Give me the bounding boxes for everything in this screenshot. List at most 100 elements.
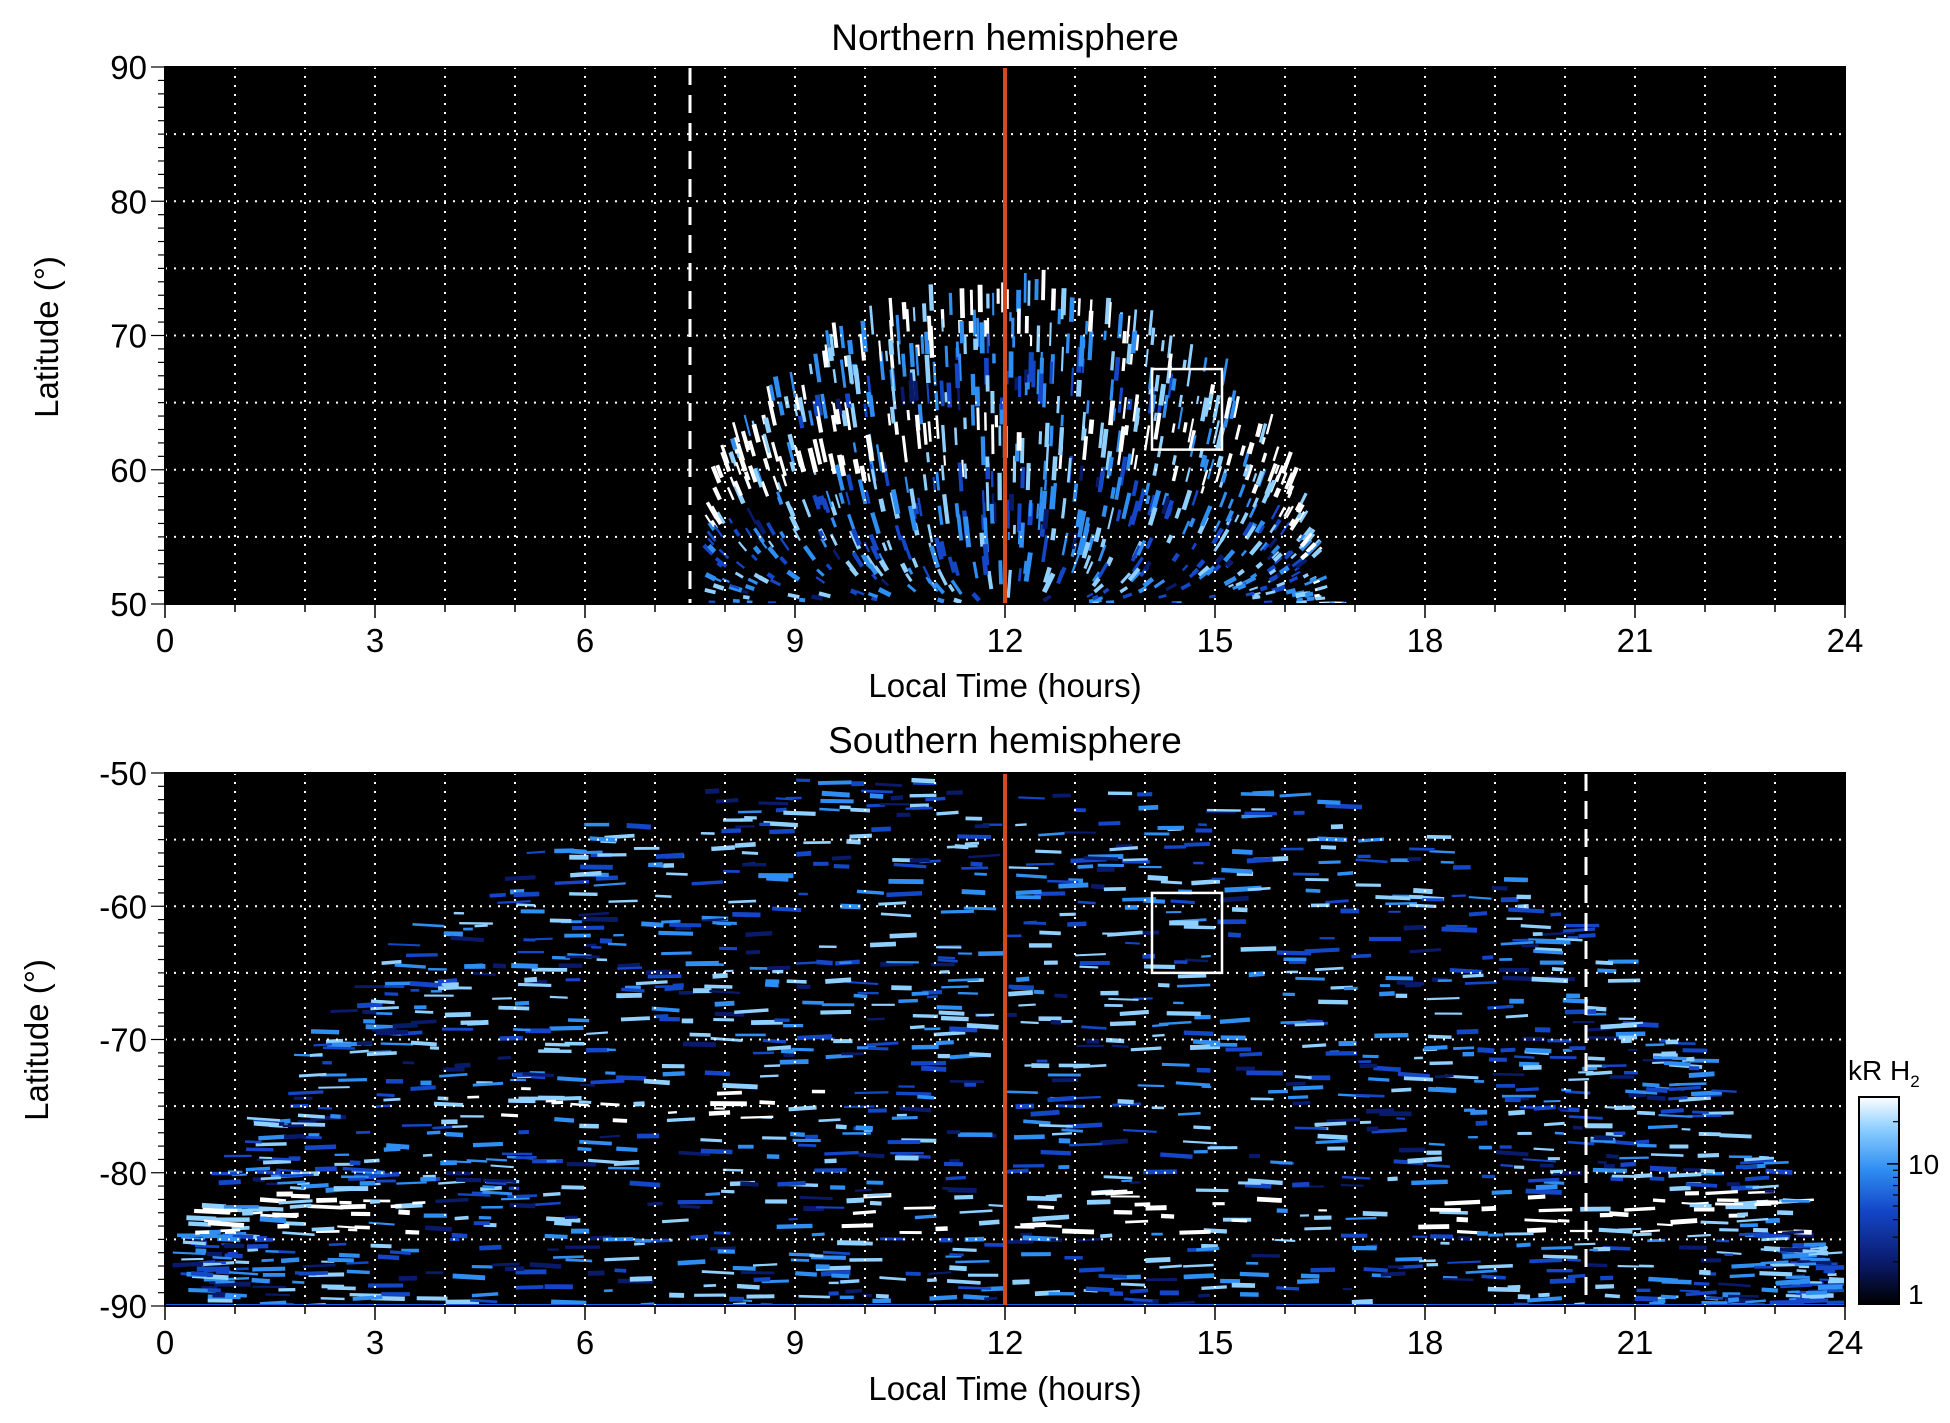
emission-streak: [1337, 871, 1354, 876]
emission-streak: [1219, 1017, 1251, 1024]
emission-streak: [1487, 1286, 1520, 1293]
emission-streak: [1245, 591, 1255, 597]
emission-streak: [1117, 313, 1124, 339]
emission-streak: [366, 1051, 397, 1057]
emission-streak: [917, 497, 923, 517]
emission-streak: [412, 923, 445, 928]
emission-streak: [1604, 1293, 1621, 1299]
emission-streak: [957, 834, 992, 840]
emission-streak: [836, 454, 847, 477]
emission-streak: [1198, 447, 1204, 458]
emission-streak: [554, 1116, 575, 1123]
emission-streak: [228, 1231, 247, 1236]
emission-streak: [1294, 1075, 1312, 1080]
emission-streak: [1444, 1199, 1481, 1206]
emission-streak: [554, 880, 590, 885]
emission-streak: [750, 554, 758, 562]
south-ylabel: Latitude (°): [18, 959, 55, 1121]
emission-streak: [856, 889, 885, 895]
emission-streak: [1072, 483, 1079, 502]
emission-streak: [1634, 1295, 1658, 1302]
emission-streak: [1020, 1222, 1047, 1228]
emission-streak: [1127, 515, 1134, 527]
emission-streak: [1087, 331, 1094, 361]
emission-streak: [1082, 435, 1089, 460]
emission-streak: [1267, 462, 1278, 483]
emission-streak: [855, 1188, 872, 1193]
emission-streak: [338, 1252, 360, 1258]
emission-streak: [507, 1194, 538, 1198]
emission-streak: [819, 807, 840, 812]
emission-streak: [182, 1240, 206, 1246]
emission-streak: [365, 1024, 395, 1030]
emission-streak: [392, 1022, 418, 1029]
emission-streak: [1025, 463, 1031, 491]
emission-streak: [1091, 1189, 1128, 1196]
colorbar-tick-label: 10: [1908, 1149, 1939, 1180]
emission-streak: [1212, 563, 1222, 573]
emission-streak: [370, 1243, 392, 1249]
emission-streak: [1697, 1152, 1720, 1158]
emission-streak: [704, 588, 716, 595]
emission-streak: [1254, 519, 1266, 534]
emission-streak: [792, 527, 801, 541]
emission-streak: [720, 451, 732, 473]
emission-streak: [595, 875, 618, 881]
emission-streak: [893, 421, 900, 435]
emission-streak: [1314, 966, 1344, 972]
emission-streak: [186, 1215, 217, 1222]
emission-streak: [801, 384, 807, 400]
emission-streak: [409, 981, 442, 988]
emission-streak: [1561, 1088, 1572, 1092]
emission-streak: [747, 440, 756, 457]
emission-streak: [769, 828, 795, 835]
emission-streak: [1761, 1236, 1789, 1242]
emission-streak: [328, 1242, 347, 1247]
emission-streak: [707, 537, 715, 546]
emission-streak: [1077, 510, 1087, 538]
emission-streak: [772, 475, 780, 491]
emission-streak: [346, 1269, 370, 1275]
emission-streak: [946, 1279, 981, 1285]
emission-streak: [626, 822, 652, 830]
emission-streak: [1107, 456, 1114, 476]
emission-streak: [1122, 330, 1127, 344]
emission-streak: [1225, 509, 1235, 523]
emission-streak: [1538, 1208, 1573, 1213]
emission-streak: [1520, 924, 1551, 930]
emission-streak: [776, 1223, 813, 1230]
emission-streak: [1729, 1273, 1755, 1279]
emission-streak: [1113, 356, 1121, 381]
emission-streak: [908, 342, 915, 368]
emission-streak: [922, 474, 928, 491]
emission-streak: [1653, 1055, 1687, 1061]
emission-streak: [710, 505, 719, 516]
emission-streak: [762, 1038, 787, 1044]
emission-streak: [705, 1192, 721, 1197]
emission-streak: [1126, 343, 1132, 364]
emission-streak: [1120, 1282, 1146, 1287]
emission-streak: [254, 1169, 281, 1175]
emission-streak: [1182, 359, 1187, 370]
emission-streak: [1302, 1043, 1327, 1049]
x-tick-label: 12: [987, 1324, 1024, 1361]
emission-streak: [909, 488, 917, 510]
emission-streak: [1365, 1108, 1395, 1114]
emission-streak: [913, 380, 919, 401]
emission-streak: [1368, 1077, 1390, 1082]
emission-streak: [515, 1155, 537, 1160]
emission-streak: [1646, 1095, 1666, 1101]
emission-streak: [689, 1032, 711, 1037]
emission-streak: [1685, 1182, 1718, 1188]
emission-streak: [251, 1277, 270, 1284]
emission-streak: [849, 402, 858, 428]
emission-streak: [712, 972, 728, 979]
emission-streak: [352, 1295, 383, 1301]
emission-streak: [816, 496, 823, 506]
emission-streak: [850, 528, 862, 547]
emission-streak: [1235, 581, 1244, 588]
emission-streak: [1270, 504, 1281, 520]
emission-streak: [1039, 930, 1061, 936]
emission-streak: [1636, 1110, 1656, 1116]
emission-streak: [1056, 395, 1061, 414]
